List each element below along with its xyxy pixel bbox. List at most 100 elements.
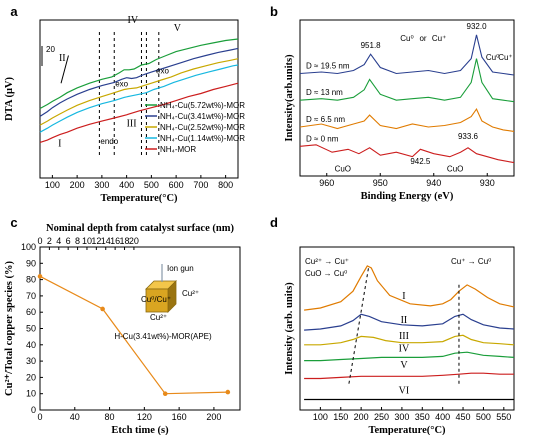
top-x-tick-label-c: 0 <box>37 236 42 246</box>
y-axis-label-b: Intensity(arb.units) <box>284 54 295 142</box>
x-tick-label-a: 500 <box>144 180 159 190</box>
panel-c-frame <box>39 246 241 411</box>
top-x-tick-label-c: 18 <box>120 236 130 246</box>
x-tick-label-b: 930 <box>480 178 495 188</box>
top-x-axis-label-c: Nominal depth from catalyst surface (nm) <box>46 223 234 234</box>
x-tick-label-d: 100 <box>313 412 328 422</box>
panel-b-label: b <box>270 4 278 19</box>
top-x-tick-label-c: 8 <box>75 236 80 246</box>
y-tick-label-c: 20 <box>26 372 36 382</box>
series-line-a <box>39 47 239 117</box>
x-tick-label-c: 0 <box>37 412 42 422</box>
legend-label-a: NH₄-Cu(1.14wt%)-MOR <box>160 134 245 143</box>
cu2-label-2: Cu²⁺ <box>150 313 167 322</box>
series-label-d: I <box>402 291 405 302</box>
series-line-d <box>304 351 515 362</box>
data-point-c <box>225 389 231 395</box>
x-tick-label-d: 300 <box>394 412 409 422</box>
x-tick-label-d: 200 <box>354 412 369 422</box>
panel-a-frame <box>39 19 239 179</box>
y-tick-label-c: 10 <box>26 389 36 399</box>
x-tick-label-d: 400 <box>435 412 450 422</box>
series-line-a <box>39 82 239 143</box>
data-point-c <box>37 274 43 279</box>
x-axis-label-b: Binding Energy (eV) <box>361 191 454 202</box>
legend-label-a: NH₄-Cu(2.52wt%)-MOR <box>160 123 245 132</box>
y-tick-label-c: 0 <box>31 405 36 415</box>
x-tick-label-b: 960 <box>319 178 334 188</box>
x-tick-label-d: 350 <box>415 412 430 422</box>
inset-caption: H-Cu(3.41wt%)-MOR(APE) <box>114 332 212 341</box>
peak-label-933: 933.6 <box>458 132 479 141</box>
x-tick-label-a: 100 <box>45 180 60 190</box>
legend-label-a: NH₄-Cu(3.41wt%)-MOR <box>160 112 245 121</box>
stage-V-label: V <box>174 23 182 34</box>
scale-label-a: 20 <box>46 45 55 54</box>
series-label-d: VI <box>399 385 410 396</box>
series-line-a <box>39 64 239 133</box>
cuo-label-1: CuO <box>335 165 351 174</box>
peak-label-951: 951.8 <box>361 41 382 50</box>
trend-line-d <box>348 267 369 384</box>
series-line-d <box>304 265 515 311</box>
legend-label-a: NH₄-MOR <box>160 145 196 154</box>
panel-d-label: d <box>270 215 278 230</box>
endo-label: endo <box>100 137 118 146</box>
cu-plus-label-2: Cu⁺ <box>498 53 512 62</box>
x-tick-label-d: 150 <box>333 412 348 422</box>
exo-label-1: exo <box>115 79 128 88</box>
y-axis-label-a: DTA (μV) <box>4 77 15 121</box>
series-label-d: II <box>401 315 408 326</box>
stage-IV-label: IV <box>128 15 139 26</box>
cu-mixed-label: Cu⁰/Cu⁺ <box>141 295 171 304</box>
panel-b-frame <box>299 19 515 177</box>
top-x-tick-label-c: 4 <box>56 236 61 246</box>
stage-I-label: I <box>58 138 61 149</box>
arrow-a <box>60 55 69 84</box>
x-tick-label-a: 400 <box>119 180 134 190</box>
legend-label-a: NH₄-Cu(5.72wt%)-MOR <box>160 101 245 110</box>
series-line-b <box>299 58 515 103</box>
y-tick-label-c: 50 <box>26 324 36 334</box>
y-tick-label-c: 70 <box>26 291 36 301</box>
x-tick-label-a: 800 <box>218 180 233 190</box>
x-tick-label-d: 500 <box>476 412 491 422</box>
top-x-tick-label-c: 20 <box>129 236 139 246</box>
series-line-c <box>39 275 228 395</box>
x-tick-label-a: 700 <box>193 180 208 190</box>
y-tick-label-c: 80 <box>26 275 36 285</box>
peak-label-932: 932.0 <box>467 22 488 31</box>
x-tick-label-d: 250 <box>374 412 389 422</box>
panel-a-label: a <box>10 4 18 19</box>
series-line-d <box>304 313 515 331</box>
y-tick-label-c: 60 <box>26 307 36 317</box>
top-x-tick-label-c: 12 <box>91 236 101 246</box>
y-axis-label-c: Cu²⁺/Total copper species (%) <box>4 261 15 396</box>
peak-label-942: 942.5 <box>410 157 431 166</box>
cuo-label-2: CuO <box>447 165 463 174</box>
cube-front <box>145 288 169 313</box>
top-x-tick-label-c: 6 <box>66 236 71 246</box>
series-label-d: V <box>400 360 408 371</box>
series-label-b: D ≈ 19.5 nm <box>306 61 350 70</box>
top-x-tick-label-c: 10 <box>82 236 92 246</box>
x-tick-label-b: 940 <box>426 178 441 188</box>
x-axis-label-c: Etch time (s) <box>111 425 169 435</box>
cu-species-label: Cu⁰ <box>400 34 413 43</box>
cu-or-label: or <box>419 34 426 43</box>
stage-II-label: II <box>59 53 66 64</box>
x-axis-label-d: Temperature(°C) <box>368 425 446 435</box>
top-x-tick-label-c: 2 <box>47 236 52 246</box>
y-axis-label-d: Intensity (arb. units) <box>284 282 295 375</box>
series-line-b <box>299 107 515 132</box>
y-tick-label-c: 100 <box>21 242 36 252</box>
series-line-a <box>39 58 239 126</box>
x-tick-label-a: 200 <box>70 180 85 190</box>
data-point-c <box>100 306 105 312</box>
series-line-b <box>299 34 515 76</box>
top-x-tick-label-c: 16 <box>110 236 120 246</box>
x-tick-label-a: 600 <box>169 180 184 190</box>
inset-cube <box>145 280 177 313</box>
x-tick-label-c: 120 <box>137 412 152 422</box>
